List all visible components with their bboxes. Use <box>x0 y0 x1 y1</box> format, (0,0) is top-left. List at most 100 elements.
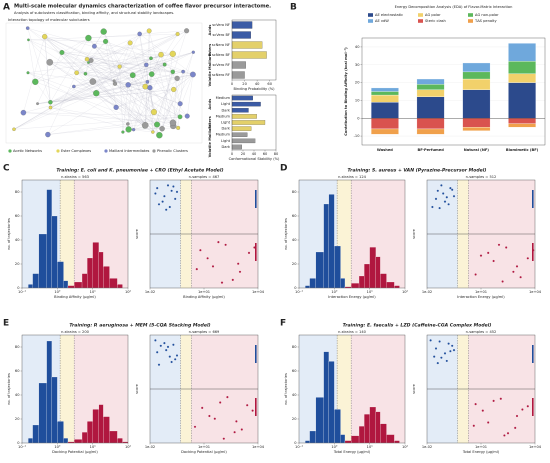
x-tick-label: 10¹ <box>90 445 97 449</box>
network-node <box>150 109 157 116</box>
histogram-bar <box>375 411 381 444</box>
x-tick-label: 1e-02 <box>145 445 155 449</box>
network-edge <box>85 60 92 74</box>
scatter-point <box>451 188 454 191</box>
scatter-point <box>452 348 456 352</box>
histogram-bar <box>375 256 381 289</box>
network-node <box>137 31 142 37</box>
scatter-point <box>492 259 495 263</box>
network-edge <box>61 52 181 117</box>
scatter-point <box>175 354 179 357</box>
panel-title: Training: P. aeruginosa + MEM (5-CQA Sta… <box>69 323 210 329</box>
x-tick-label: 20 <box>242 82 247 86</box>
network-node <box>100 28 107 35</box>
legend-label: ΔE vdW <box>375 19 389 23</box>
scatter-point <box>170 189 173 192</box>
scatter-point <box>431 205 434 209</box>
bar <box>231 138 256 144</box>
x-tick-label: BF-Perfumed <box>417 148 444 152</box>
network-edge <box>173 74 194 126</box>
x-tick-label: 20 <box>241 152 246 156</box>
y-tick-label: 60 <box>292 369 297 373</box>
network-edge <box>92 81 174 123</box>
network-edge <box>145 78 178 87</box>
scatter-point <box>443 200 447 203</box>
scatter-point <box>440 356 443 359</box>
histogram-bar <box>28 284 33 289</box>
scatter-point <box>172 185 175 188</box>
network-node <box>27 38 30 42</box>
bar-segment <box>370 128 399 135</box>
y-tick-label: 60 <box>15 369 20 373</box>
annotation: n-strains = 124 <box>338 175 367 179</box>
network-edge <box>47 124 146 135</box>
scatter-point <box>251 409 254 412</box>
bar-segment <box>508 82 536 119</box>
scatter-point <box>238 270 242 273</box>
bar-segment <box>370 118 399 130</box>
x-tick-label: 40 <box>252 152 257 156</box>
bar-segment <box>462 71 491 80</box>
network-edge <box>149 30 153 133</box>
scatter-point <box>170 360 173 364</box>
annotation: n-strains = 563 <box>61 175 89 179</box>
network-node <box>125 82 131 88</box>
x-tick-label: 1e-02 <box>422 290 432 294</box>
network-edge <box>127 64 147 124</box>
scatter-point <box>512 270 515 273</box>
legend-swatch <box>418 19 423 23</box>
histogram-bar <box>74 281 83 289</box>
legend-swatch <box>152 149 156 153</box>
network-edge <box>94 46 165 65</box>
x-tick-label: 10⁻¹ <box>295 445 303 449</box>
region-mid <box>60 180 75 288</box>
network-node <box>141 122 149 129</box>
histogram-bar <box>28 438 33 444</box>
scatter-point <box>434 197 438 201</box>
x-tick-label: 1e+01 <box>198 445 210 449</box>
legend-swatch <box>468 19 473 23</box>
network-edge <box>145 30 187 87</box>
histogram-bar <box>92 409 99 444</box>
histogram-bar <box>394 285 400 289</box>
legend-swatch <box>368 13 373 17</box>
plot-frame <box>298 334 406 444</box>
histogram-bar <box>386 281 395 289</box>
x-tick-label: 1e+04 <box>529 445 542 449</box>
scatter-point <box>163 195 166 198</box>
network-edge <box>128 52 194 85</box>
scatter-point <box>445 359 448 363</box>
network-edge <box>27 54 162 73</box>
x-tick-label: 10⁻¹ <box>18 290 26 294</box>
network-node <box>112 79 116 83</box>
histogram-bar <box>109 430 118 444</box>
network-node <box>88 58 94 63</box>
bar-segment <box>416 118 445 130</box>
histogram-bar <box>51 376 58 444</box>
panel-title: Training: E. faecalis + LZD (Caffeine-CG… <box>343 323 492 329</box>
network-edge <box>133 86 146 130</box>
scatter-point <box>436 189 439 192</box>
bar <box>231 31 251 39</box>
bar <box>231 101 261 107</box>
scatter-point <box>156 186 159 190</box>
bar <box>231 21 253 29</box>
scatter-point <box>206 257 209 260</box>
category-label: Medium <box>216 96 231 100</box>
side-marker <box>255 398 257 416</box>
network-node <box>154 121 160 128</box>
bar <box>231 108 249 113</box>
y-tick-label: 80 <box>292 190 297 194</box>
scatter-point <box>505 246 508 249</box>
scatter-point <box>199 249 202 252</box>
scatter-point <box>447 342 450 345</box>
y-tick-label: 80 <box>292 345 297 349</box>
histogram-bar <box>81 273 88 289</box>
bar <box>231 71 245 79</box>
network-node <box>72 84 76 89</box>
network-edge <box>61 52 173 72</box>
bar <box>231 120 266 125</box>
scatter-point <box>479 254 483 257</box>
histogram-bar <box>315 397 324 444</box>
scatter-point <box>224 243 227 246</box>
